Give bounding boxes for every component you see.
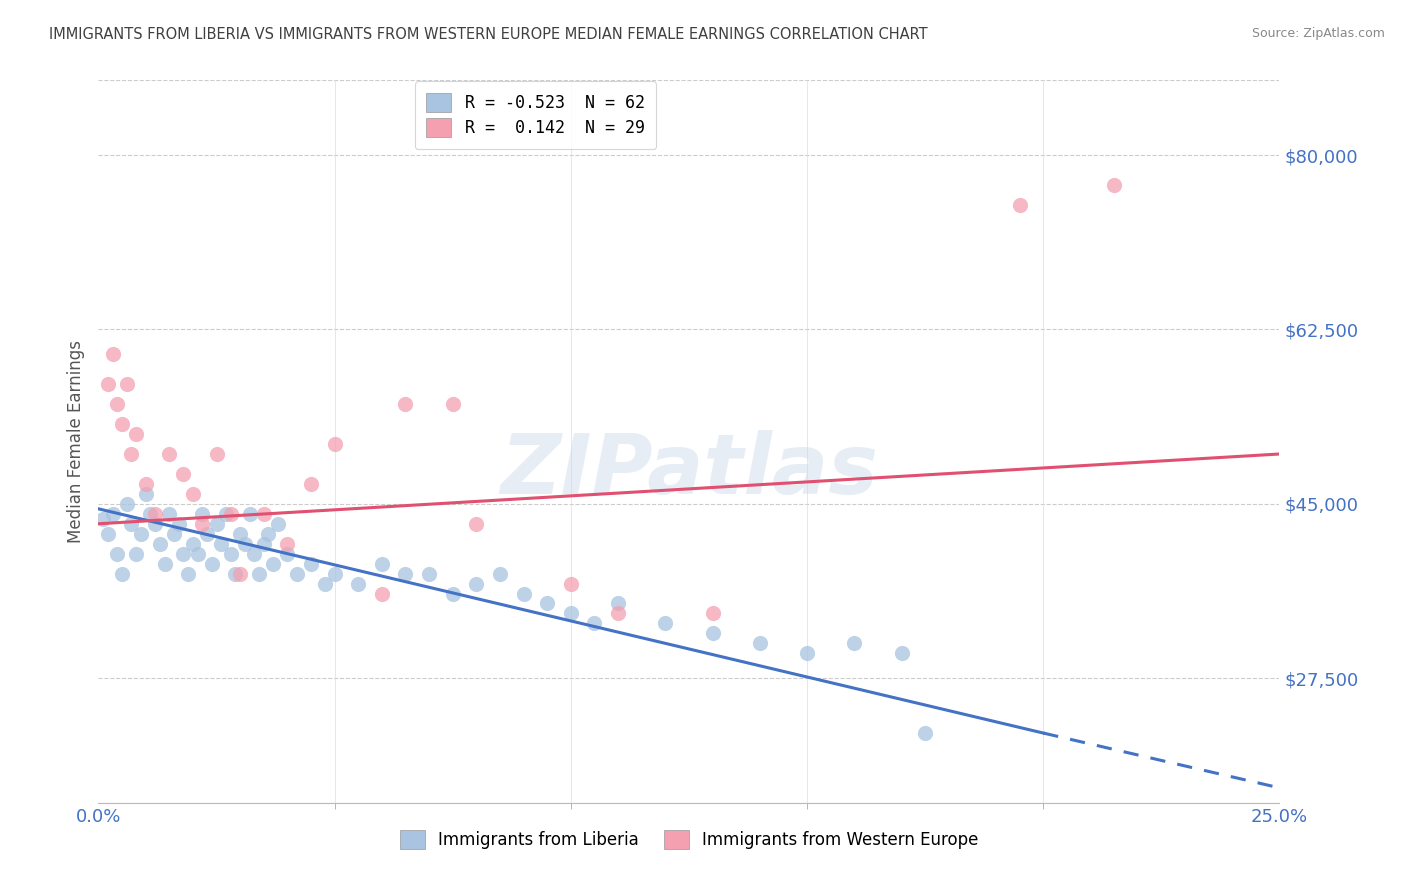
- Point: [418, 566, 440, 581]
- Point: [299, 476, 322, 491]
- Point: [219, 507, 242, 521]
- Point: [101, 507, 124, 521]
- Point: [323, 437, 346, 451]
- Point: [115, 497, 138, 511]
- Point: [394, 397, 416, 411]
- Point: [536, 597, 558, 611]
- Point: [229, 526, 252, 541]
- Point: [607, 607, 630, 621]
- Point: [229, 566, 252, 581]
- Point: [796, 646, 818, 660]
- Point: [97, 377, 120, 392]
- Point: [121, 516, 143, 531]
- Text: ZIPatlas: ZIPatlas: [501, 430, 877, 511]
- Point: [205, 516, 228, 531]
- Point: [299, 557, 322, 571]
- Point: [187, 547, 209, 561]
- Point: [247, 566, 270, 581]
- Point: [257, 526, 280, 541]
- Point: [243, 547, 266, 561]
- Point: [111, 417, 134, 431]
- Text: Source: ZipAtlas.com: Source: ZipAtlas.com: [1251, 27, 1385, 40]
- Point: [143, 507, 166, 521]
- Point: [441, 586, 464, 600]
- Point: [276, 547, 298, 561]
- Point: [191, 507, 214, 521]
- Point: [702, 626, 724, 640]
- Point: [105, 547, 128, 561]
- Point: [181, 537, 204, 551]
- Point: [844, 636, 866, 650]
- Point: [239, 507, 262, 521]
- Point: [371, 557, 394, 571]
- Point: [654, 616, 676, 631]
- Point: [890, 646, 912, 660]
- Legend: Immigrants from Liberia, Immigrants from Western Europe: Immigrants from Liberia, Immigrants from…: [392, 823, 986, 856]
- Point: [205, 447, 228, 461]
- Point: [101, 347, 124, 361]
- Point: [209, 537, 232, 551]
- Y-axis label: Median Female Earnings: Median Female Earnings: [66, 340, 84, 543]
- Point: [394, 566, 416, 581]
- Point: [172, 467, 194, 481]
- Point: [139, 507, 162, 521]
- Point: [177, 566, 200, 581]
- Point: [195, 526, 218, 541]
- Point: [97, 526, 120, 541]
- Point: [267, 516, 290, 531]
- Point: [172, 547, 194, 561]
- Point: [314, 576, 336, 591]
- Point: [465, 516, 488, 531]
- Point: [512, 586, 534, 600]
- Point: [285, 566, 308, 581]
- Point: [135, 476, 157, 491]
- Point: [323, 566, 346, 581]
- Point: [91, 512, 114, 526]
- Point: [153, 557, 176, 571]
- Point: [129, 526, 152, 541]
- Text: IMMIGRANTS FROM LIBERIA VS IMMIGRANTS FROM WESTERN EUROPE MEDIAN FEMALE EARNINGS: IMMIGRANTS FROM LIBERIA VS IMMIGRANTS FR…: [49, 27, 928, 42]
- Point: [914, 726, 936, 740]
- Point: [347, 576, 370, 591]
- Point: [253, 507, 276, 521]
- Point: [489, 566, 512, 581]
- Point: [607, 597, 630, 611]
- Point: [135, 487, 157, 501]
- Point: [191, 516, 214, 531]
- Point: [125, 547, 148, 561]
- Point: [560, 576, 582, 591]
- Point: [215, 507, 238, 521]
- Point: [702, 607, 724, 621]
- Point: [111, 566, 134, 581]
- Point: [115, 377, 138, 392]
- Point: [371, 586, 394, 600]
- Point: [276, 537, 298, 551]
- Point: [748, 636, 770, 650]
- Point: [224, 566, 246, 581]
- Point: [157, 447, 180, 461]
- Point: [1102, 178, 1125, 192]
- Point: [157, 507, 180, 521]
- Point: [201, 557, 224, 571]
- Point: [233, 537, 256, 551]
- Point: [125, 427, 148, 442]
- Point: [441, 397, 464, 411]
- Point: [121, 447, 143, 461]
- Point: [105, 397, 128, 411]
- Point: [560, 607, 582, 621]
- Point: [167, 516, 190, 531]
- Point: [253, 537, 276, 551]
- Point: [163, 526, 186, 541]
- Point: [143, 516, 166, 531]
- Point: [181, 487, 204, 501]
- Point: [1008, 198, 1031, 212]
- Point: [262, 557, 284, 571]
- Point: [149, 537, 172, 551]
- Point: [219, 547, 242, 561]
- Point: [583, 616, 606, 631]
- Point: [465, 576, 488, 591]
